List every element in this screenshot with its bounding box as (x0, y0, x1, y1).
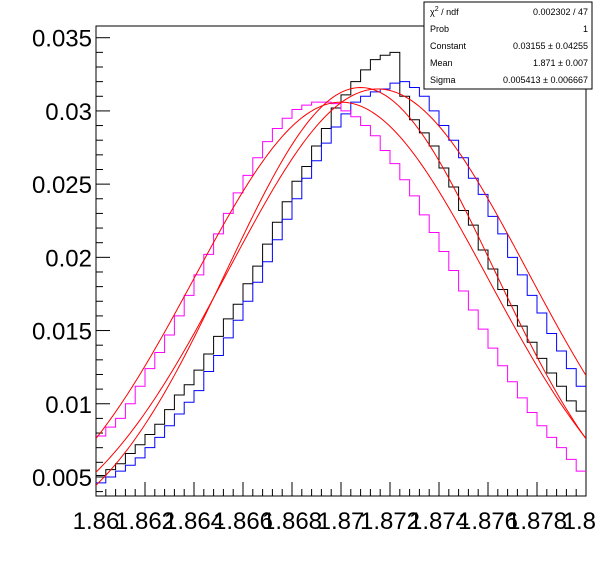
x-tick-label: 1.872 (360, 508, 420, 535)
x-tick-label: 1.88 (563, 508, 596, 535)
x-tick-label: 1.868 (262, 508, 322, 535)
stats-box: χ2 / ndf 0.002302 / 47 Prob 1 Constant 0.0315… (423, 1, 593, 90)
stats-value: 1.871 ± 0.007 (533, 58, 588, 68)
y-tick-label: 0.035 (32, 26, 92, 53)
x-tick-label: 1.86 (73, 508, 120, 535)
stats-label: Constant (430, 41, 467, 51)
y-tick-label: 0.015 (32, 319, 92, 346)
series-layer (96, 51, 586, 486)
stats-value: 0.03155 ± 0.04255 (513, 41, 588, 51)
y-tick-label: 0.02 (45, 245, 92, 272)
fit-curve-4 (96, 88, 586, 473)
histogram-series-0 (96, 51, 586, 476)
histogram-series-1 (96, 81, 586, 484)
stats-value: 0.005413 ± 0.006667 (503, 75, 588, 85)
stats-label: Sigma (430, 75, 456, 85)
y-tick-label: 0.005 (32, 465, 92, 492)
histogram-series-2 (96, 101, 586, 472)
x-tick-label: 1.864 (164, 508, 224, 535)
x-tick-label: 1.874 (409, 508, 469, 535)
y-tick-label: 0.025 (32, 172, 92, 199)
x-tick-label: 1.878 (507, 508, 567, 535)
stats-box-frame (423, 1, 593, 90)
stats-value: 1 (583, 24, 588, 34)
x-tick-label: 1.876 (458, 508, 518, 535)
y-tick-label: 0.01 (45, 392, 92, 419)
stats-value: 0.002302 / 47 (533, 7, 588, 17)
x-tick-label: 1.862 (115, 508, 175, 535)
axes: 1.861.8621.8641.8661.8681.871.8721.8741.… (32, 26, 596, 535)
x-tick-label: 1.866 (213, 508, 273, 535)
x-tick-label: 1.87 (318, 508, 365, 535)
stats-label: Prob (430, 24, 449, 34)
stats-label: χ2 / ndf (430, 6, 459, 17)
stats-label: Mean (430, 58, 453, 68)
fit-curve-3 (96, 86, 586, 486)
fit-curve-5 (96, 101, 586, 439)
y-tick-label: 0.03 (45, 99, 92, 126)
